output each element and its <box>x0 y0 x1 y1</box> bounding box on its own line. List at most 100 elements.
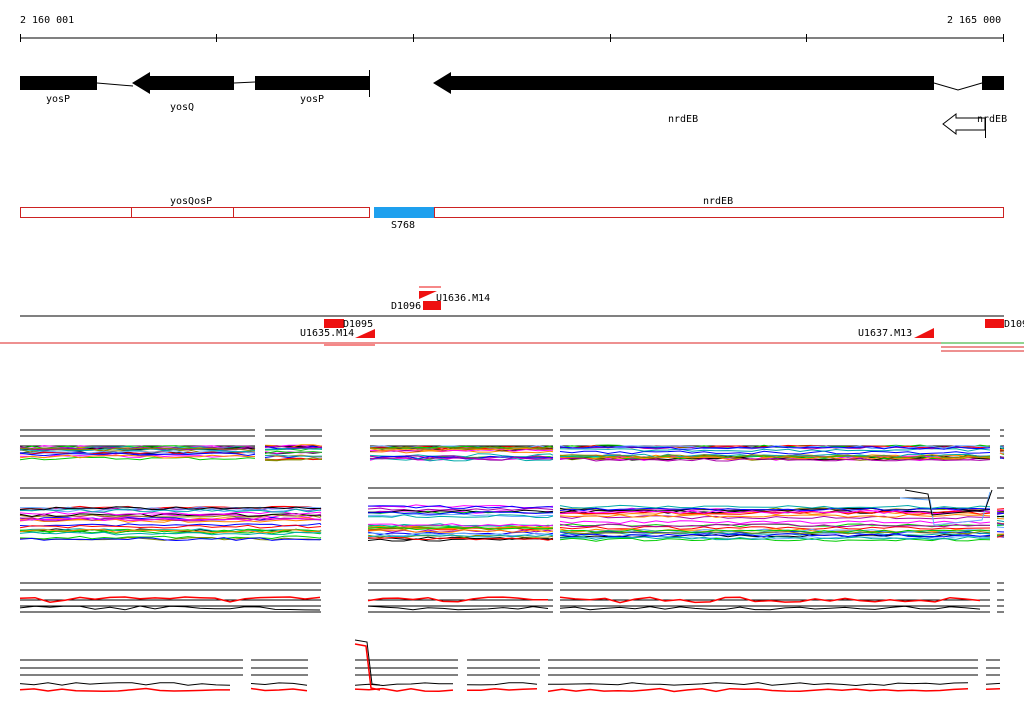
panel-2-series-line <box>367 505 554 509</box>
gene-label-yosQ: yosQ <box>170 102 194 113</box>
panel-2-series-line <box>367 536 554 541</box>
transcript-box-nrdEB[interactable] <box>434 207 1004 218</box>
panel-2-series-line <box>996 515 1005 518</box>
panel-4-black-series <box>548 682 969 687</box>
gene-nrdEB[interactable]: nrdEB <box>433 72 1004 125</box>
panel-3-red-series <box>367 596 548 603</box>
panel-2-series-line <box>19 508 322 513</box>
expression-panel-4 <box>19 639 1001 693</box>
feature-label-u1636: U1636.M14 <box>436 293 490 304</box>
gene-label-nrdEB: nrdEB <box>668 114 698 125</box>
panel-2-series-line <box>996 519 1005 523</box>
panel-2-series-line <box>559 529 991 534</box>
panel-1-series-line <box>19 448 256 453</box>
segment-s768[interactable] <box>374 207 434 218</box>
panel-2-series-line <box>367 509 554 513</box>
panel-1-series-line <box>19 452 256 457</box>
ruler-ticks <box>20 34 1004 42</box>
gene-nrdEB-small[interactable]: nrdEB <box>942 112 1007 138</box>
ruler-end-label: 2 165 000 <box>947 15 1001 26</box>
panel-2-series-line <box>19 513 322 518</box>
panel-2-series-line <box>367 526 554 531</box>
panel-2-series-line <box>559 536 990 541</box>
segment-label-s768: S768 <box>391 220 415 231</box>
panel-1-series-line <box>999 445 1005 448</box>
panel-2-series-line <box>559 513 991 518</box>
panel-1-series-line <box>264 457 323 461</box>
transcript-box-2[interactable] <box>131 207 234 218</box>
panel-4-red-series <box>250 687 308 692</box>
transcript-box-1[interactable] <box>20 207 132 218</box>
panel-2-series-line <box>19 508 322 513</box>
panel-2-series-line <box>559 528 991 533</box>
feature-label-u1635: U1635.M14 <box>300 328 354 339</box>
expression-panel-2 <box>19 487 1005 542</box>
feature-d1096[interactable]: D1096 <box>391 286 441 312</box>
panel-2-series-line <box>559 507 991 512</box>
panel-1-series-line <box>19 456 256 461</box>
panel-1-series-line <box>559 446 991 450</box>
gene-label-yosP-right: yosP <box>300 94 324 105</box>
feature-label-u1637: U1637.M13 <box>858 328 912 339</box>
panel-2-series-line <box>19 537 322 542</box>
gene-yosP-right[interactable]: yosP <box>255 70 370 105</box>
panel-4-black-series <box>466 682 538 686</box>
panel-2-series-line <box>19 531 322 536</box>
panel-1-series-line <box>369 449 554 454</box>
panel-2-series-line <box>996 509 1005 512</box>
panel-2-series-line <box>996 510 1005 513</box>
panel-1-series-line <box>369 448 554 452</box>
panel-4-black-series <box>985 682 1001 685</box>
panel-1-series-line <box>999 447 1005 450</box>
panel-4-red-series <box>467 688 538 691</box>
gene-label-nrdEB-small: nrdEB <box>977 114 1007 125</box>
transcript-box-3[interactable] <box>233 207 370 218</box>
panel-2-series-line <box>19 517 321 522</box>
panel-2-series-line <box>559 510 991 515</box>
panel-4-red-series <box>547 687 969 693</box>
coordinate-ruler: 2 160 001 2 165 000 <box>20 15 1004 42</box>
panel-2-series-line <box>19 522 322 527</box>
panel-1-series-line <box>559 457 991 462</box>
transcript-track: yosQosP nrdEB S768 <box>20 196 1004 231</box>
panel-4-black-series <box>250 682 308 686</box>
panel-1-series-line <box>369 446 554 450</box>
feature-label-d1096: D1096 <box>391 301 421 312</box>
gene-track: yosP yosQ yosP nrdEB nrdEB <box>20 70 1007 138</box>
feature-d109-right[interactable]: D109 <box>941 319 1024 352</box>
panel-1-series-line <box>19 447 256 452</box>
panel-2-series-line <box>560 511 991 516</box>
gene-yosP-left[interactable]: yosP <box>20 76 134 105</box>
gene-yosQ[interactable]: yosQ <box>132 72 256 113</box>
panel-1-series-line <box>19 454 256 459</box>
panel-2-series-line <box>367 511 554 515</box>
panel-1-series-line <box>19 454 256 459</box>
feature-label-d1095: D1095 <box>343 319 373 330</box>
panel-4-spike <box>354 639 381 686</box>
panel-2-series-line <box>996 508 1005 510</box>
panel-1-series-line <box>264 445 323 449</box>
panel-4-red-series <box>985 687 1001 690</box>
panel-3-black-series <box>19 605 321 611</box>
panel-2-series-line <box>19 535 322 540</box>
panel-2-series-line <box>19 517 322 522</box>
panel-1-series-line <box>999 452 1005 455</box>
gene-label-yosP-left: yosP <box>46 94 70 105</box>
feature-d1095[interactable]: D1095 <box>324 319 375 346</box>
feature-label-d109-right: D109 <box>1004 319 1024 330</box>
panel-1-series-line <box>999 455 1005 459</box>
panel-1-series-line <box>559 453 991 458</box>
feature-u1637[interactable]: U1637.M13 <box>858 328 934 339</box>
panel-4-spike <box>354 643 381 691</box>
panel-4-red-series <box>354 687 454 692</box>
feature-track: D1096 U1636.M14 D1095 U1635.M14 U1637.M1… <box>0 286 1024 352</box>
panel-2-dip-line <box>899 491 991 526</box>
panel-4-red-series <box>19 687 230 693</box>
panel-1-series-line <box>369 457 554 462</box>
panel-3-black-series <box>367 605 549 611</box>
transcript-label-nrdEB: nrdEB <box>703 196 733 207</box>
panel-4-black-series <box>19 682 231 686</box>
panel-2-series-line <box>19 524 321 529</box>
panel-1-series-line <box>264 444 323 449</box>
